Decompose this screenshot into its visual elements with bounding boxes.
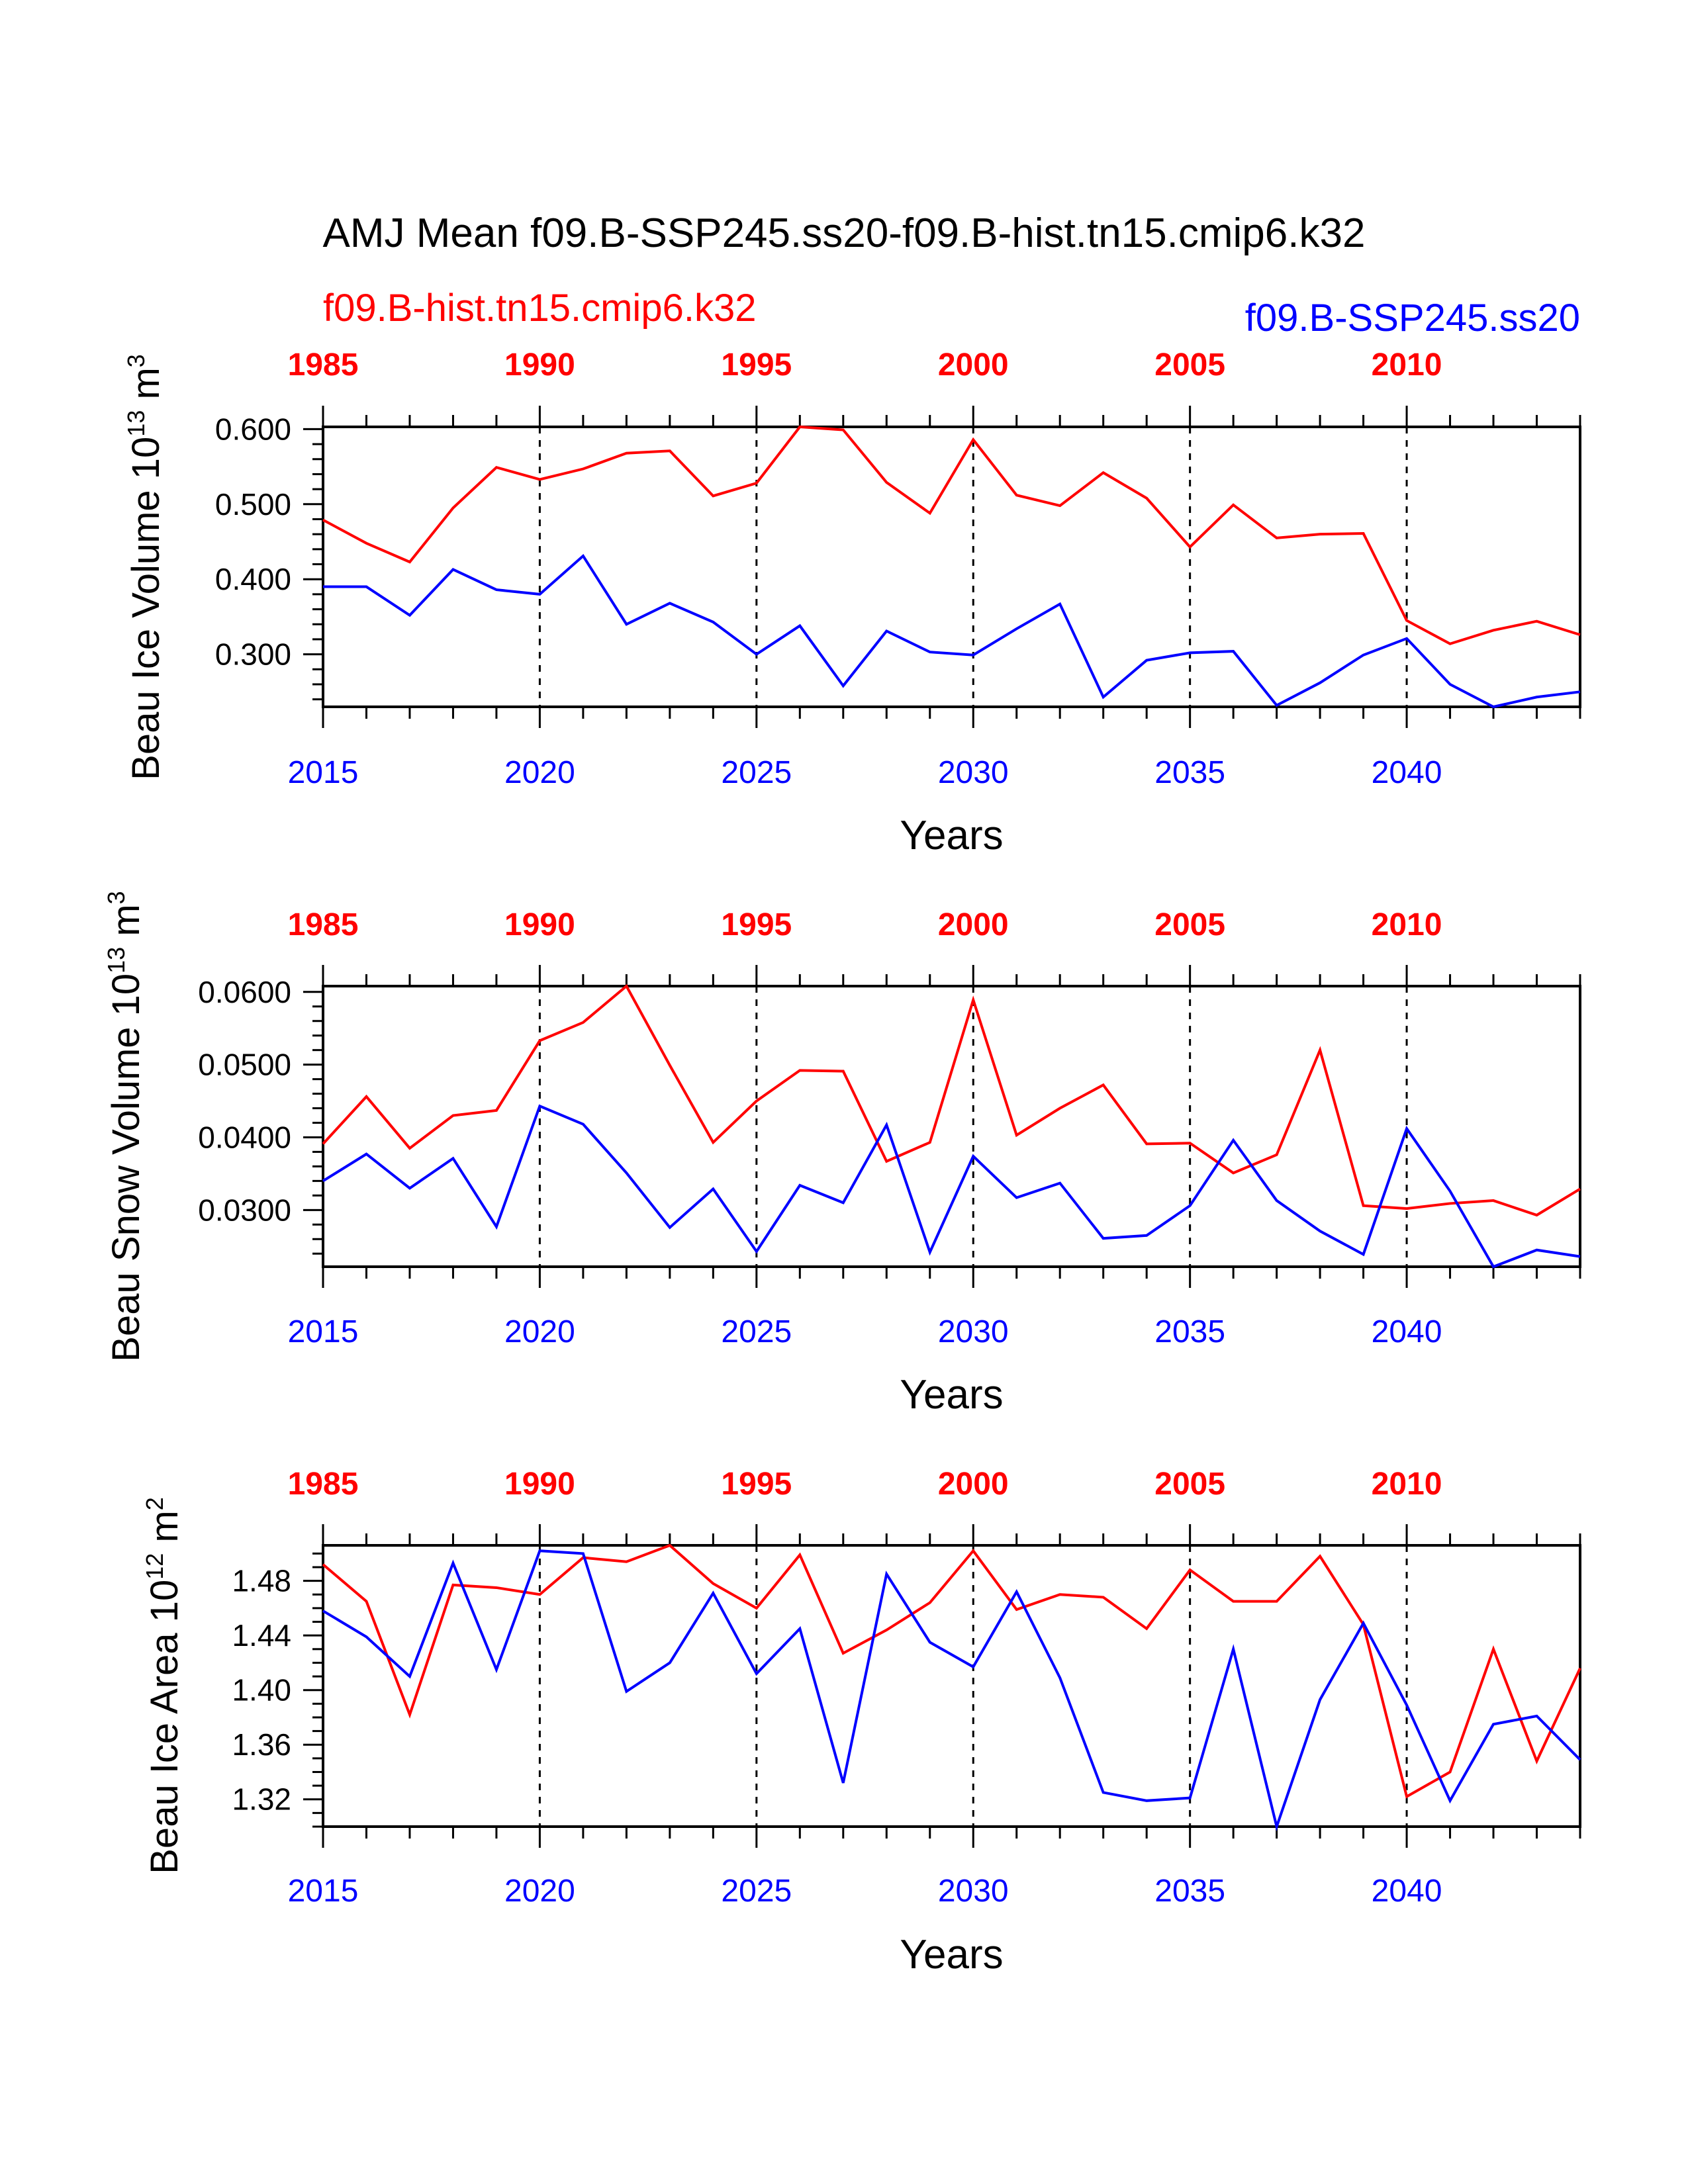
x-tick-label-top: 1985 <box>288 347 359 383</box>
x-tick-label-top: 2010 <box>1372 347 1442 383</box>
x-tick-label-top: 2005 <box>1154 347 1225 383</box>
legend-hist-label: f09.B-hist.tn15.cmip6.k32 <box>323 287 756 330</box>
x-tick-label-top: 1995 <box>721 347 792 383</box>
y-tick-label: 1.32 <box>232 1782 291 1817</box>
panel-1: 2015 1985 2020 1990 2025 1995 2030 2000 2035 2005… <box>122 347 1581 858</box>
x-axis-title: Years <box>900 813 1003 858</box>
y-tick-label: 1.44 <box>232 1618 291 1653</box>
x-tick-label-bottom: 2040 <box>1372 1874 1442 1909</box>
x-tick-label-top: 2000 <box>938 907 1009 942</box>
series-line-hist <box>322 425 1581 645</box>
y-tick-label: 0.300 <box>215 637 291 672</box>
panel-3: 2015 1985 2020 1990 2025 1995 2030 2000 2035 2005… <box>141 1467 1581 1978</box>
series-line-hist <box>322 1543 1581 1799</box>
x-tick-label-top: 2005 <box>1154 1467 1225 1502</box>
x-tick-label-top: 2010 <box>1372 907 1442 942</box>
x-tick-label-top: 1990 <box>504 347 575 383</box>
y-tick-label: 0.0300 <box>198 1193 291 1227</box>
x-axis-title: Years <box>900 1932 1003 1978</box>
x-tick-label-bottom: 2035 <box>1154 755 1225 790</box>
series-line-ssp <box>322 1549 1581 1832</box>
y-tick-label: 0.400 <box>215 562 291 596</box>
x-tick-label-top: 2000 <box>938 1467 1009 1502</box>
plot-frame <box>322 985 1581 1268</box>
series-line-ssp <box>322 1104 1581 1269</box>
x-tick-label-bottom: 2030 <box>938 1314 1009 1349</box>
plot-frame <box>322 426 1581 708</box>
x-tick-label-bottom: 2025 <box>721 1314 792 1349</box>
x-axis-title: Years <box>900 1372 1003 1418</box>
y-axis-title: Beau Ice Volume 1013 m3 <box>122 354 167 780</box>
x-tick-label-bottom: 2015 <box>288 755 359 790</box>
series-line-ssp <box>323 554 1581 709</box>
x-tick-label-top: 1990 <box>504 1467 575 1502</box>
chart-title: AMJ Mean f09.B-SSP245.ss20-f09.B-hist.tn… <box>323 210 1366 256</box>
y-tick-label: 0.0600 <box>198 975 291 1009</box>
y-tick-label: 1.40 <box>232 1673 291 1707</box>
x-tick-label-bottom: 2035 <box>1154 1874 1225 1909</box>
x-tick-label-bottom: 2030 <box>938 755 1009 790</box>
x-tick-label-top: 2005 <box>1154 907 1225 942</box>
x-tick-label-bottom: 2020 <box>504 1874 575 1909</box>
y-tick-label: 0.0500 <box>198 1048 291 1082</box>
y-tick-label: 0.0400 <box>198 1120 291 1154</box>
panels-group: 2015 1985 2020 1990 2025 1995 2030 2000 2035 2005… <box>103 347 1581 1978</box>
x-tick-label-bottom: 2020 <box>504 755 575 790</box>
x-tick-label-bottom: 2040 <box>1372 755 1442 790</box>
x-tick-label-bottom: 2020 <box>504 1314 575 1349</box>
panel-2: 2015 1985 2020 1990 2025 1995 2030 2000 2035 2005… <box>103 891 1581 1418</box>
plot-frame <box>322 1544 1581 1828</box>
y-tick-label: 0.600 <box>215 412 291 446</box>
x-tick-label-bottom: 2025 <box>721 755 792 790</box>
y-tick-label: 1.48 <box>232 1564 291 1598</box>
x-tick-label-bottom: 2015 <box>288 1314 359 1349</box>
series-line-hist <box>322 983 1581 1217</box>
x-tick-label-top: 1985 <box>288 1467 359 1502</box>
x-tick-label-top: 2000 <box>938 347 1009 383</box>
x-tick-label-top: 2010 <box>1372 1467 1442 1502</box>
x-tick-label-bottom: 2015 <box>288 1874 359 1909</box>
x-tick-label-bottom: 2030 <box>938 1874 1009 1909</box>
y-tick-label: 1.36 <box>232 1727 291 1762</box>
x-tick-label-bottom: 2025 <box>721 1874 792 1909</box>
x-tick-label-bottom: 2040 <box>1372 1314 1442 1349</box>
y-axis-title: Beau Snow Volume 1013 m3 <box>103 891 148 1361</box>
x-tick-label-top: 1985 <box>288 907 359 942</box>
x-tick-label-bottom: 2035 <box>1154 1314 1225 1349</box>
y-tick-label: 0.500 <box>215 487 291 522</box>
y-axis-title: Beau Ice Area 1012 m2 <box>141 1497 186 1874</box>
x-tick-label-top: 1995 <box>721 907 792 942</box>
legend-ssp-label: f09.B-SSP245.ss20 <box>1245 296 1580 340</box>
x-tick-label-top: 1990 <box>504 907 575 942</box>
x-tick-label-top: 1995 <box>721 1467 792 1502</box>
